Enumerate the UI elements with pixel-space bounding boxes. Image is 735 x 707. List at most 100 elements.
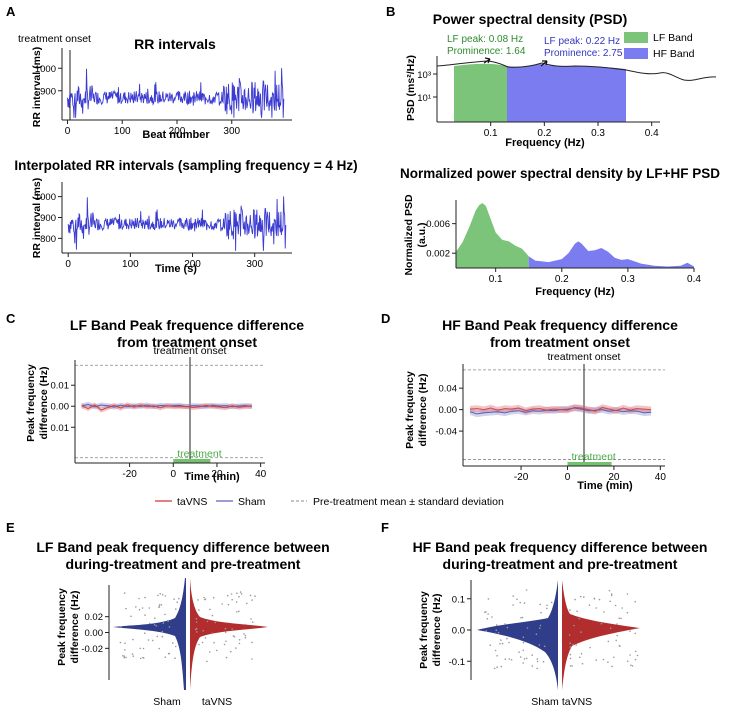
- lf-violin-point: [251, 621, 254, 623]
- lf-violin-point: [142, 656, 144, 659]
- lf-violin-point: [203, 596, 205, 599]
- lf-violin-point: [123, 655, 126, 657]
- hf-violin-ytick-label: 0.1: [452, 594, 465, 605]
- hf-diff-title: HF Band Peak frequency difference: [442, 317, 678, 333]
- hf-violin-point: [609, 600, 611, 603]
- hf-violin-point: [522, 641, 525, 644]
- hf-violin-point: [614, 604, 617, 607]
- psd-hf-prominence-label: Prominence: 2.75: [544, 48, 623, 59]
- lf-violin-point: [149, 622, 151, 625]
- hf-violin-point: [569, 642, 571, 644]
- lf-violin-point: [243, 633, 245, 635]
- legend-tavns-label: taVNS: [177, 496, 207, 508]
- rr-beats-annotation: treatment onset: [18, 33, 91, 45]
- hf-violin-point: [485, 611, 487, 613]
- lf-violin-point: [157, 594, 159, 597]
- lf-diff-tavns-line: [81, 404, 252, 411]
- hf-violin-category-sham: Sham: [531, 696, 559, 707]
- panel-letter-a: A: [6, 4, 16, 19]
- hf-violin-point: [616, 634, 618, 637]
- lf-violin-point: [164, 613, 166, 616]
- lf-violin-point: [153, 624, 156, 626]
- lf-violin-title: LF Band peak frequency difference betwee…: [36, 539, 329, 555]
- lf-violin-point: [144, 632, 146, 634]
- lf-violin-point: [239, 591, 242, 593]
- lf-violin-point: [235, 601, 238, 603]
- hf-diff-chart: HF Band Peak frequency difference from t…: [404, 317, 678, 492]
- rr-interp-ylabel: RR interval (ms): [31, 178, 43, 259]
- hf-diff-tavns-line: [469, 406, 652, 412]
- hf-violin-point: [504, 658, 507, 660]
- hf-violin-point: [626, 660, 629, 663]
- lf-violin-point: [214, 621, 216, 624]
- lf-diff-xtick-label: 0: [170, 469, 176, 480]
- lf-violin-point: [231, 628, 233, 630]
- lf-violin-point: [238, 595, 240, 598]
- hf-violin-point: [496, 655, 498, 657]
- lf-violin-ylabel-line2: difference (Hz): [69, 591, 81, 664]
- lf-violin-point: [224, 627, 227, 630]
- hf-violin-point: [583, 596, 585, 598]
- hf-violin-point: [539, 624, 542, 627]
- lf-violin-point: [161, 593, 164, 596]
- lf-violin-title-line2: during-treatment and pre-treatment: [66, 556, 301, 572]
- hf-violin-point: [626, 593, 629, 595]
- hf-violin-point: [569, 665, 572, 667]
- hf-violin-point: [626, 611, 629, 614]
- lf-violin-point: [161, 630, 164, 633]
- psd-lf-peak-arrow: [483, 57, 491, 64]
- hf-violin-point: [611, 665, 613, 668]
- hf-violin-point: [500, 639, 502, 641]
- hf-violin-title-line2: during-treatment and pre-treatment: [443, 556, 678, 572]
- hf-violin-point: [519, 601, 521, 604]
- lf-violin-point: [226, 594, 229, 597]
- hf-violin-point: [487, 613, 489, 615]
- hf-violin-point: [501, 642, 504, 645]
- panel-letter-c: C: [6, 311, 16, 326]
- hf-violin-point: [621, 607, 623, 609]
- hf-violin-point: [581, 662, 584, 665]
- hf-violin-point: [615, 639, 617, 642]
- npsd-xlabel: Frequency (Hz): [535, 286, 615, 298]
- lf-violin-point: [161, 635, 164, 638]
- hf-violin-point: [569, 653, 572, 656]
- hf-diff-treatment-label: treatment: [571, 451, 615, 463]
- hf-violin-title: HF Band peak frequency difference betwee…: [413, 539, 708, 555]
- lf-violin-point: [238, 642, 241, 645]
- hf-violin-ytick-label: -0.1: [449, 657, 465, 668]
- hf-diff-title-line2: from treatment onset: [490, 334, 630, 350]
- lf-violin-point: [123, 656, 126, 659]
- lf-violin-point: [139, 647, 141, 650]
- hf-violin-point: [520, 617, 522, 619]
- psd-lf-peak-label: LF peak: 0.08 Hz: [447, 34, 523, 45]
- hf-violin-point: [535, 633, 538, 635]
- hf-violin-point: [525, 657, 528, 660]
- lf-violin-point: [208, 651, 211, 653]
- lf-violin-point: [230, 650, 232, 653]
- lf-violin-point: [209, 608, 211, 611]
- lf-violin-point: [164, 656, 167, 658]
- violin-sham-lf: [113, 578, 186, 690]
- hf-violin-point: [595, 607, 597, 609]
- hf-violin-point: [568, 634, 571, 636]
- lf-violin-point: [144, 614, 146, 616]
- lf-violin-point: [202, 630, 204, 632]
- hf-violin-point: [523, 602, 526, 604]
- lf-violin-point: [204, 598, 207, 600]
- rr-interp-ytick-label: 900: [40, 213, 56, 224]
- shared-legend: taVNS Sham Pre-treatment mean ± standard…: [155, 496, 504, 508]
- hf-violin-point: [495, 629, 498, 631]
- hf-violin-point: [610, 594, 613, 597]
- hf-violin-point: [593, 598, 596, 600]
- hf-violin-point: [489, 644, 492, 646]
- lf-violin-point: [206, 620, 209, 623]
- hf-violin-point: [610, 593, 613, 595]
- hf-violin-point: [613, 656, 615, 659]
- lf-violin-point: [227, 603, 230, 606]
- lf-violin-ytick-label: -0.02: [81, 644, 103, 655]
- hf-violin-point: [516, 598, 518, 601]
- hf-violin-chart: HF Band peak frequency difference betwee…: [413, 539, 708, 707]
- npsd-xtick-label: 0.3: [621, 274, 635, 285]
- lf-diff-ytick-label: 0.01: [51, 423, 70, 434]
